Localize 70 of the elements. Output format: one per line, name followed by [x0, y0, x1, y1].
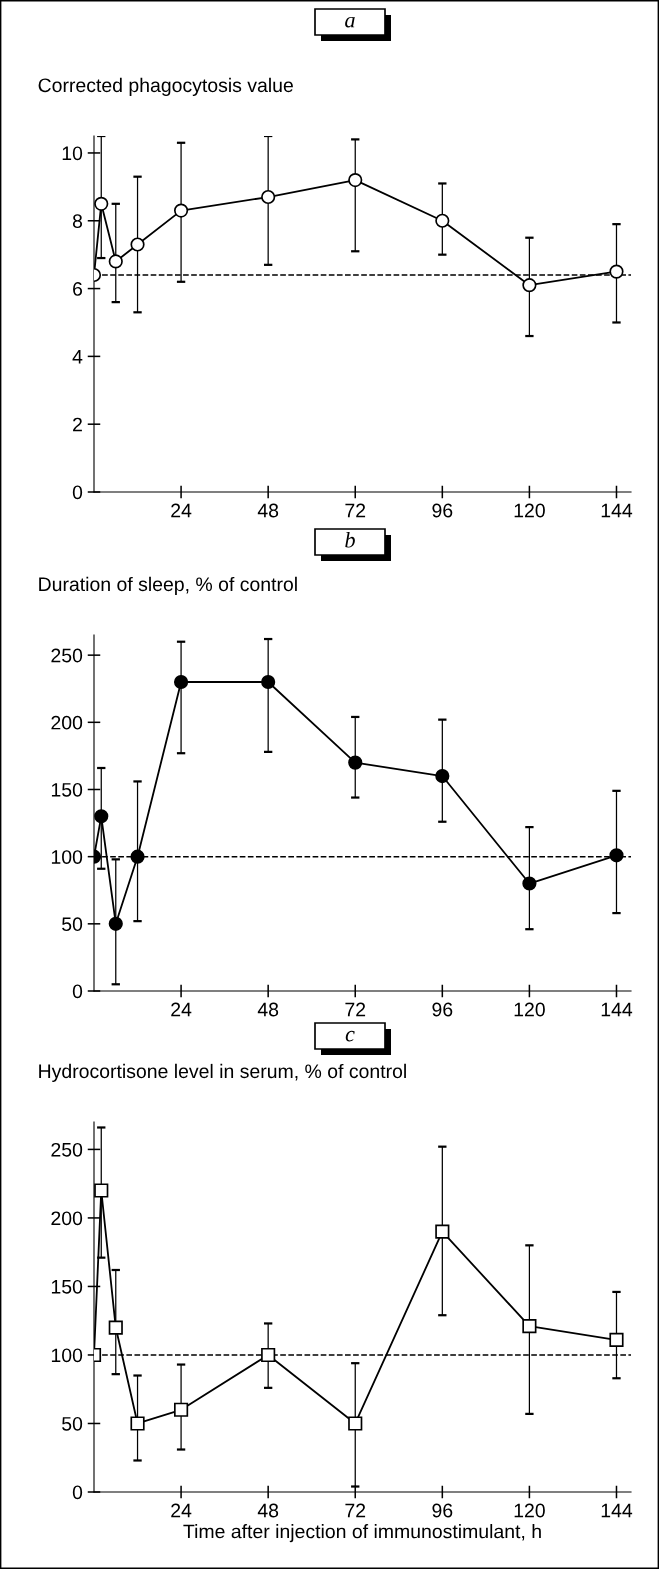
point: [348, 755, 363, 770]
y-tick-label: 4: [72, 350, 83, 364]
point: [435, 768, 450, 784]
point: [348, 172, 363, 188]
x-tick-label: 120: [514, 1503, 545, 1518]
y-tick-label: 250: [51, 1142, 83, 1157]
point: [435, 213, 450, 228]
y-tick-label: 200: [51, 1211, 83, 1226]
y-tick-label: 0: [72, 1485, 83, 1500]
point: [173, 674, 189, 690]
point: [522, 1319, 537, 1334]
y-tick-label: 200: [51, 715, 83, 730]
x-tick-label: 120: [514, 1002, 545, 1017]
point: [94, 1183, 109, 1198]
chart-title: c: [345, 1030, 355, 1042]
x-tick-label: 24: [171, 1002, 192, 1017]
point: [261, 1347, 276, 1363]
point: [173, 1402, 189, 1417]
point: [108, 916, 123, 931]
chart-title: b: [345, 531, 355, 548]
x-tick-label: 144: [601, 1503, 633, 1518]
x-tick-label: 120: [514, 503, 545, 518]
point: [130, 1416, 145, 1431]
y-tick-label: 10: [62, 146, 83, 161]
x-tick-label: 48: [257, 1002, 279, 1017]
x-tick-label: 144: [601, 503, 633, 518]
x-tick-label: 72: [345, 1002, 366, 1017]
chart-title: a: [345, 16, 355, 28]
point: [348, 1416, 363, 1431]
point: [130, 849, 145, 864]
x-tick-label: 48: [257, 503, 279, 518]
x-tick-label: 24: [171, 1503, 192, 1518]
point: [609, 1332, 624, 1347]
point: [130, 237, 145, 252]
x-tick-label: 96: [432, 503, 453, 518]
y-tick-label: 50: [62, 1416, 83, 1431]
x-tick-label: 96: [432, 1503, 453, 1518]
y-axis-title: Corrected phagocytosis value: [38, 77, 293, 96]
y-tick-label: 150: [51, 1279, 83, 1294]
y-tick-label: 0: [72, 485, 83, 500]
y-tick-label: 100: [51, 1348, 83, 1363]
point: [609, 264, 624, 279]
y-tick-label: 6: [73, 282, 83, 296]
x-tick-label: 24: [171, 503, 192, 518]
point: [94, 809, 109, 824]
y-tick-label: 150: [51, 782, 83, 797]
y-tick-label: 250: [51, 648, 83, 663]
y-tick-label: 100: [51, 850, 83, 864]
y-tick-label: 8: [72, 214, 83, 228]
x-axis-title: Time after injection of immunostimulant, h: [183, 1524, 541, 1543]
y-tick-label: 0: [72, 984, 83, 999]
point: [261, 674, 276, 690]
point: [522, 278, 537, 293]
y-axis-title: Hydrocortisone level in serum, % of control: [39, 1063, 406, 1082]
point: [94, 196, 109, 211]
y-tick-label: 50: [62, 917, 83, 932]
point: [609, 848, 624, 863]
point: [108, 1320, 123, 1335]
x-tick-label: 72: [345, 1503, 366, 1518]
point: [261, 189, 276, 205]
point: [108, 254, 123, 269]
point: [435, 1224, 450, 1239]
y-axis-title: Duration of sleep, % of control: [39, 576, 297, 595]
point: [173, 203, 189, 218]
x-tick-label: 96: [432, 1002, 453, 1017]
x-tick-label: 48: [257, 1503, 279, 1518]
x-tick-label: 144: [601, 1002, 633, 1017]
y-tick-label: 2: [73, 417, 82, 432]
point: [522, 876, 537, 891]
x-tick-label: 72: [345, 503, 366, 518]
